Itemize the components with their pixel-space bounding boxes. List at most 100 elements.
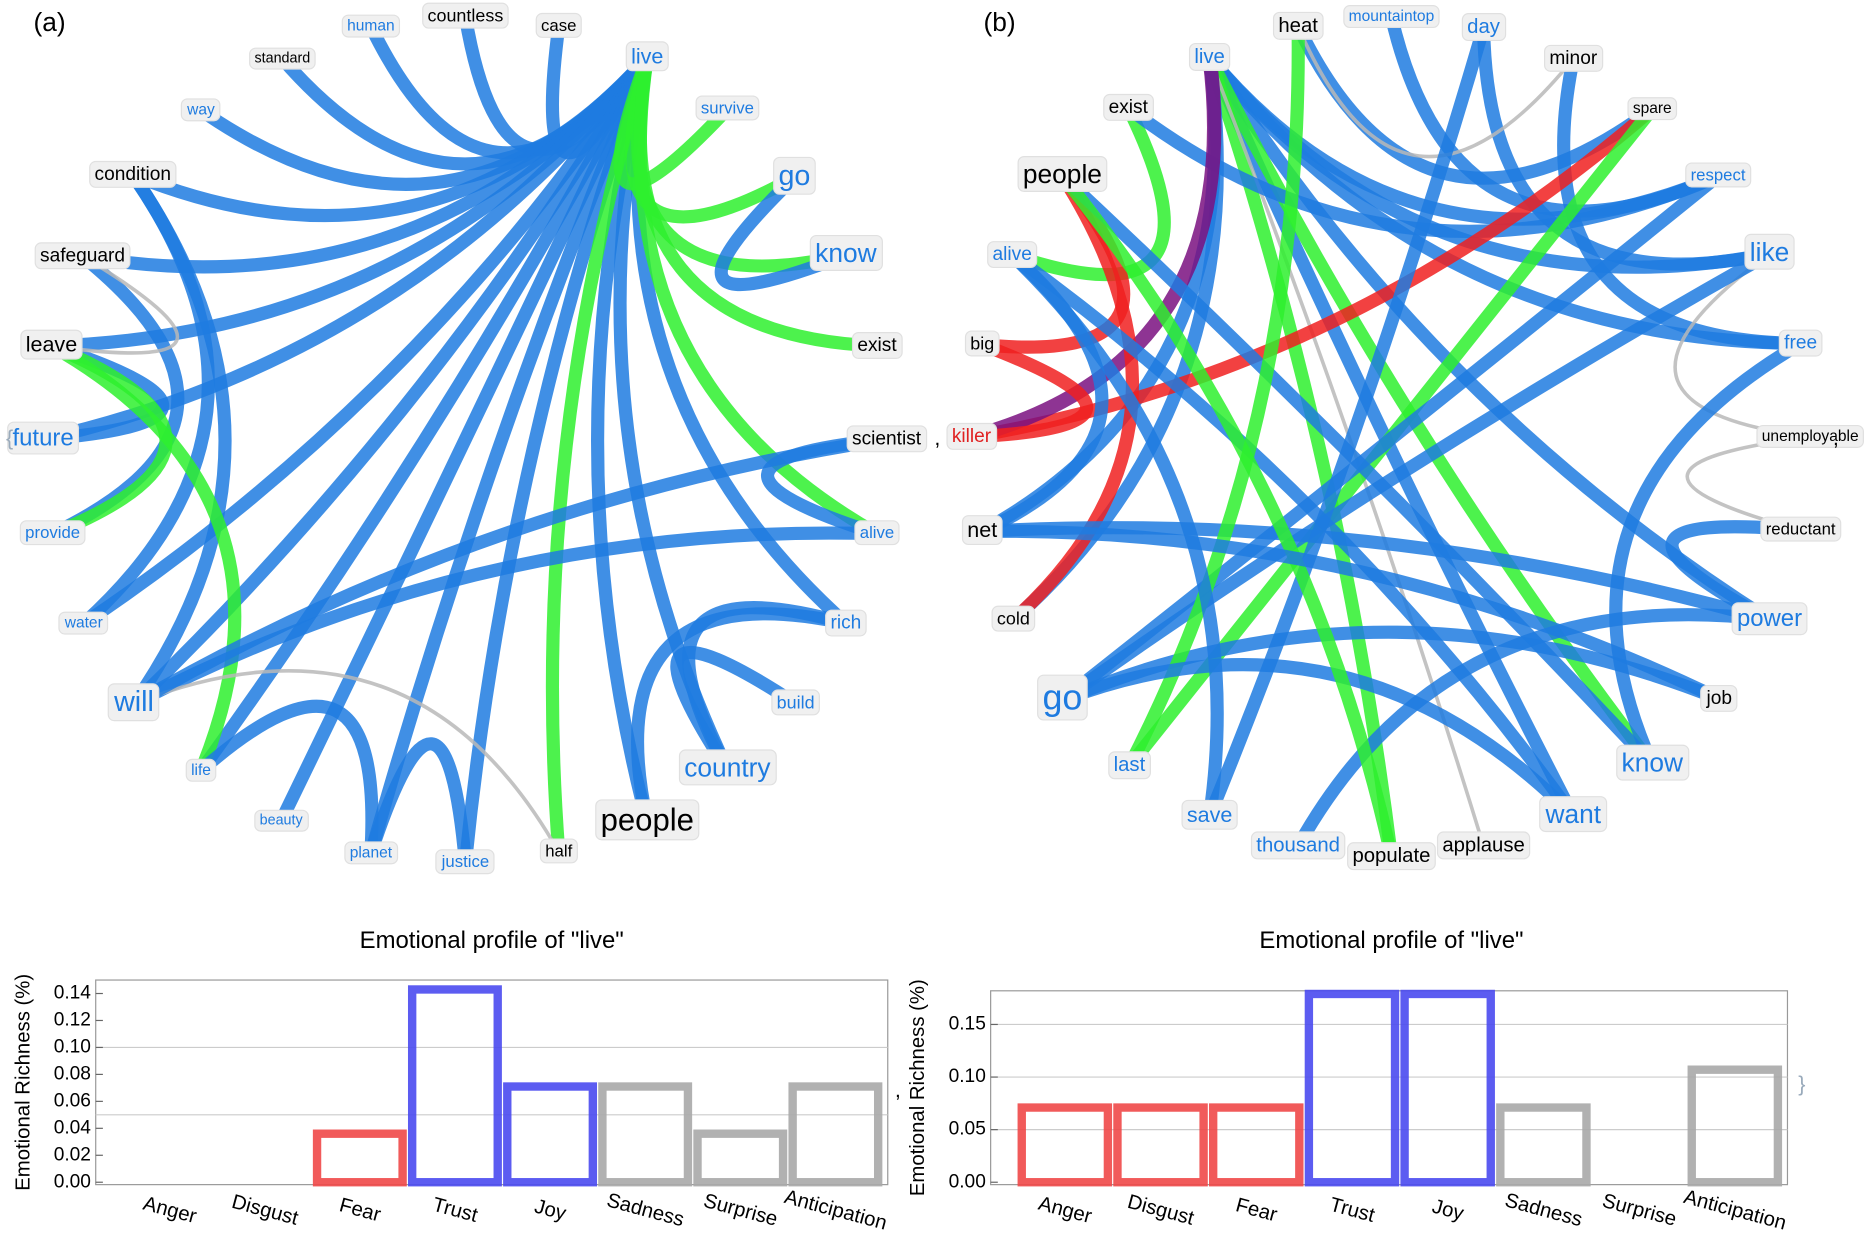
x-tick-label: Anticipation bbox=[782, 1186, 889, 1234]
x-tick-label: Anger bbox=[141, 1193, 199, 1228]
node-label: minor bbox=[1549, 48, 1597, 69]
node-box bbox=[185, 758, 217, 782]
node-box bbox=[107, 683, 160, 722]
node-label: survive bbox=[701, 98, 754, 117]
edge bbox=[964, 338, 1094, 444]
edge bbox=[633, 51, 884, 541]
y-tick-label: 0.12 bbox=[54, 1010, 91, 1031]
edge bbox=[1005, 248, 1580, 823]
node-label: beauty bbox=[260, 813, 304, 829]
bar bbox=[788, 1082, 883, 1187]
node-box bbox=[1744, 233, 1795, 270]
edge bbox=[44, 339, 242, 778]
node-label: alive bbox=[993, 244, 1032, 265]
node-label: live bbox=[1194, 46, 1225, 68]
node-label: people bbox=[1023, 159, 1102, 189]
node-label: future bbox=[13, 425, 74, 452]
y-tick-label: 0.15 bbox=[949, 1014, 986, 1035]
node-label: applause bbox=[1442, 834, 1525, 856]
node-label: will bbox=[113, 686, 154, 718]
edge bbox=[458, 51, 654, 870]
edge bbox=[1055, 247, 1777, 707]
y-tick-label: 0.05 bbox=[949, 1119, 986, 1140]
network: heat mountaintop day live minor exist spare peo… bbox=[946, 5, 1864, 871]
y-tick-label: 0.02 bbox=[54, 1144, 91, 1165]
y-tick-label: 0.14 bbox=[54, 983, 92, 1004]
node-box bbox=[809, 234, 883, 271]
node-label: planet bbox=[350, 844, 393, 861]
bar bbox=[503, 1082, 598, 1187]
edge bbox=[1685, 435, 1812, 532]
node-box bbox=[771, 689, 820, 716]
x-tick-label: Disgust bbox=[1125, 1191, 1197, 1230]
bar bbox=[1017, 1103, 1113, 1187]
panel-label: (b) bbox=[983, 7, 1015, 37]
node-label: standard bbox=[254, 51, 310, 67]
node-box bbox=[773, 156, 816, 195]
panel-label: (a) bbox=[34, 7, 66, 37]
chart-title: Emotional profile of "live" bbox=[360, 927, 624, 954]
node-box bbox=[1778, 329, 1823, 357]
node-box bbox=[991, 605, 1036, 632]
edge bbox=[127, 51, 654, 711]
x-tick-label: Sadness bbox=[1503, 1189, 1585, 1231]
edge bbox=[1609, 336, 1808, 772]
node-box bbox=[1700, 684, 1738, 712]
node-box bbox=[595, 799, 700, 841]
node-box bbox=[825, 609, 867, 637]
node-box bbox=[987, 241, 1038, 269]
node-label: exist bbox=[857, 335, 897, 356]
node-label: know bbox=[815, 238, 877, 268]
edge bbox=[1055, 169, 1399, 864]
node-label: country bbox=[684, 752, 771, 782]
node-box bbox=[851, 332, 903, 359]
node-label: spare bbox=[1633, 100, 1672, 117]
node-box bbox=[1347, 842, 1436, 871]
node-label: thousand bbox=[1256, 834, 1340, 856]
node-box bbox=[1544, 44, 1604, 72]
bar bbox=[1400, 989, 1495, 1187]
node-box bbox=[625, 41, 669, 72]
node-label: safeguard bbox=[40, 245, 125, 266]
node-label: people bbox=[601, 802, 694, 837]
node-label: like bbox=[1750, 237, 1789, 267]
node-label: scientist bbox=[852, 428, 922, 449]
edge bbox=[1121, 101, 1725, 238]
x-tick-label: Trust bbox=[430, 1194, 480, 1227]
node-box bbox=[89, 160, 177, 188]
edge bbox=[77, 168, 215, 631]
edge bbox=[1291, 19, 1659, 185]
edge bbox=[670, 646, 803, 777]
edge bbox=[364, 51, 654, 860]
y-tick-label: 0.10 bbox=[949, 1066, 986, 1087]
node-box bbox=[1760, 516, 1842, 542]
node-label: save bbox=[1187, 803, 1232, 827]
node-label: live bbox=[631, 44, 663, 68]
x-tick-label: Fear bbox=[337, 1194, 383, 1226]
node-box bbox=[1017, 155, 1108, 192]
node-label: unemployable bbox=[1762, 428, 1859, 445]
y-tick-label: 0.10 bbox=[54, 1036, 91, 1057]
node-box bbox=[435, 849, 495, 875]
edge bbox=[364, 737, 472, 870]
node-label: free bbox=[1784, 333, 1817, 354]
y-tick-label: 0.06 bbox=[54, 1090, 91, 1111]
node-box bbox=[1436, 831, 1531, 860]
node-label: day bbox=[1467, 16, 1501, 38]
node-box bbox=[344, 841, 399, 865]
node-label: respect bbox=[1691, 165, 1746, 184]
node-box bbox=[20, 329, 83, 360]
edge bbox=[964, 50, 1222, 445]
node-label: rich bbox=[830, 613, 861, 634]
node-box bbox=[1272, 11, 1324, 40]
node-label: power bbox=[1737, 605, 1802, 632]
y-tick-label: 0.00 bbox=[54, 1171, 91, 1192]
node-label: leave bbox=[26, 333, 77, 357]
node-box bbox=[539, 838, 578, 864]
node-box bbox=[7, 421, 80, 455]
node-box bbox=[1181, 799, 1238, 830]
node-box bbox=[422, 2, 509, 29]
x-tick-label: Anticipation bbox=[1681, 1186, 1788, 1234]
node-label: reductant bbox=[1766, 520, 1836, 539]
node-box bbox=[180, 98, 221, 122]
